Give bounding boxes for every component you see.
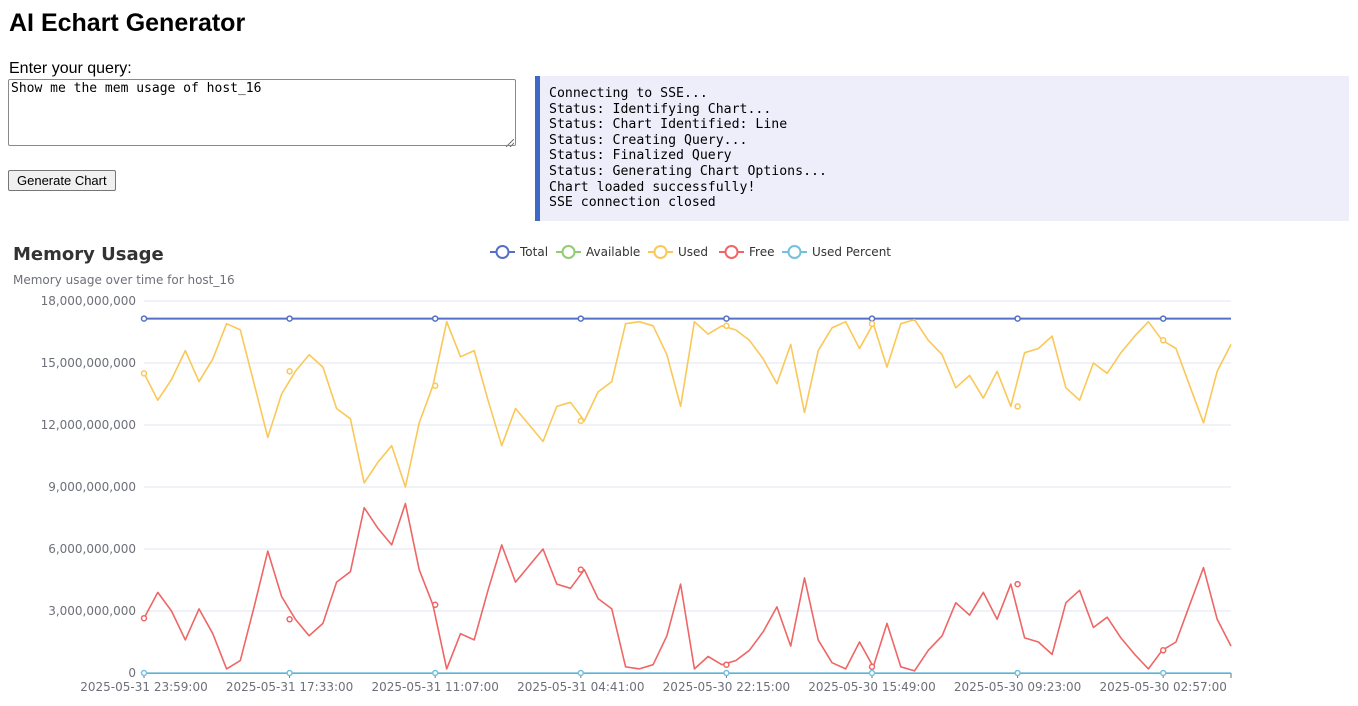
- memory-usage-chart: Memory Usage Memory usage over time for …: [13, 244, 1232, 694]
- status-line: Chart loaded successfully!: [549, 179, 756, 195]
- y-tick-label: 3,000,000,000: [48, 604, 136, 618]
- series-point: [868, 669, 876, 677]
- series-point: [286, 315, 293, 322]
- legend-symbol: [495, 245, 510, 259]
- series-point: [1159, 315, 1167, 322]
- series-point: [868, 320, 876, 327]
- status-line: Status: Finalized Query: [549, 148, 732, 164]
- series-point: [431, 669, 439, 677]
- series-point: [286, 669, 293, 677]
- status-line: Status: Creating Query...: [549, 132, 748, 148]
- series-point: [868, 663, 876, 671]
- series-line-free: [143, 502, 1232, 672]
- series-point: [140, 370, 148, 377]
- legend-symbol: [724, 245, 739, 259]
- legend-label-available: Available: [586, 245, 640, 259]
- status-line: SSE connection closed: [549, 195, 716, 211]
- x-tick-label: 2025-05-30 15:49:00: [808, 680, 935, 694]
- chart-grid: [144, 300, 1231, 612]
- series-point: [1159, 669, 1167, 677]
- y-tick-label: 0: [128, 666, 136, 680]
- series-point: [286, 368, 293, 375]
- series-point: [723, 661, 730, 668]
- chart-legend: Total Available Used Free Used Percent: [490, 245, 891, 259]
- status-line: Status: Chart Identified: Line: [549, 117, 788, 133]
- series-point: [140, 669, 148, 677]
- series-point: [577, 566, 585, 573]
- series-point: [140, 614, 148, 622]
- status-line: Connecting to SSE...: [549, 86, 708, 101]
- series-line-used: [143, 318, 1232, 488]
- chart-title: Memory Usage: [13, 244, 164, 265]
- x-tick-label: 2025-05-31 04:41:00: [517, 680, 644, 694]
- x-tick-label: 2025-05-31 11:07:00: [371, 680, 498, 694]
- y-axis: 0 3,000,000,000 6,000,000,000 9,000,000,000…: [41, 294, 136, 680]
- series-point: [577, 315, 585, 322]
- legend-symbol: [787, 245, 802, 259]
- series-point: [1159, 337, 1167, 344]
- y-tick-label: 6,000,000,000: [48, 542, 136, 556]
- x-tick-label: 2025-05-30 22:15:00: [663, 680, 790, 694]
- series-point: [286, 616, 293, 623]
- series-point: [723, 669, 730, 677]
- legend-label-free: Free: [749, 245, 774, 259]
- y-tick-label: 9,000,000,000: [48, 480, 136, 494]
- legend-label-total: Total: [519, 245, 548, 259]
- query-label: Enter your query:: [9, 60, 132, 77]
- series-point: [1014, 580, 1021, 588]
- chart-subtitle: Memory usage over time for host_16: [13, 273, 235, 287]
- legend-symbol: [561, 245, 576, 259]
- x-tick-label: 2025-05-30 09:23:00: [954, 680, 1081, 694]
- y-tick-label: 15,000,000,000: [41, 356, 136, 370]
- legend-label-used: Used: [678, 245, 708, 259]
- series-point: [577, 417, 585, 425]
- y-tick-label: 18,000,000,000: [41, 294, 136, 308]
- status-line: Status: Identifying Chart...: [549, 101, 772, 117]
- series-point: [577, 669, 585, 677]
- textarea-resize-handle[interactable]: [506, 139, 514, 147]
- page-title: AI Echart Generator: [9, 9, 246, 37]
- series-point: [1014, 315, 1021, 322]
- series-point: [1014, 669, 1021, 677]
- query-input[interactable]: [8, 79, 516, 146]
- legend-symbol: [653, 245, 668, 259]
- generate-chart-button[interactable]: Generate Chart: [8, 170, 116, 191]
- series-point: [723, 315, 730, 322]
- status-line: Status: Generating Chart Options...: [549, 163, 827, 179]
- y-tick-label: 12,000,000,000: [41, 418, 136, 432]
- series-point: [723, 322, 730, 330]
- x-tick-label: 2025-05-31 23:59:00: [80, 680, 207, 694]
- series-point: [140, 315, 148, 322]
- status-log-panel: Connecting to SSE... Status: Identifying …: [535, 76, 1349, 221]
- series-point: [1014, 403, 1021, 410]
- series-point: [431, 601, 439, 609]
- plot-area: [140, 315, 1232, 677]
- legend-label-used-percent: Used Percent: [812, 245, 891, 259]
- series-point: [1159, 647, 1167, 654]
- series-point: [431, 382, 439, 389]
- x-tick-label: 2025-05-31 17:33:00: [226, 680, 353, 694]
- x-tick-label: 2025-05-30 02:57:00: [1099, 680, 1226, 694]
- x-axis: 2025-05-31 23:59:00 2025-05-31 17:33:00 20…: [80, 673, 1232, 694]
- series-point: [868, 315, 876, 322]
- series-point: [431, 315, 439, 322]
